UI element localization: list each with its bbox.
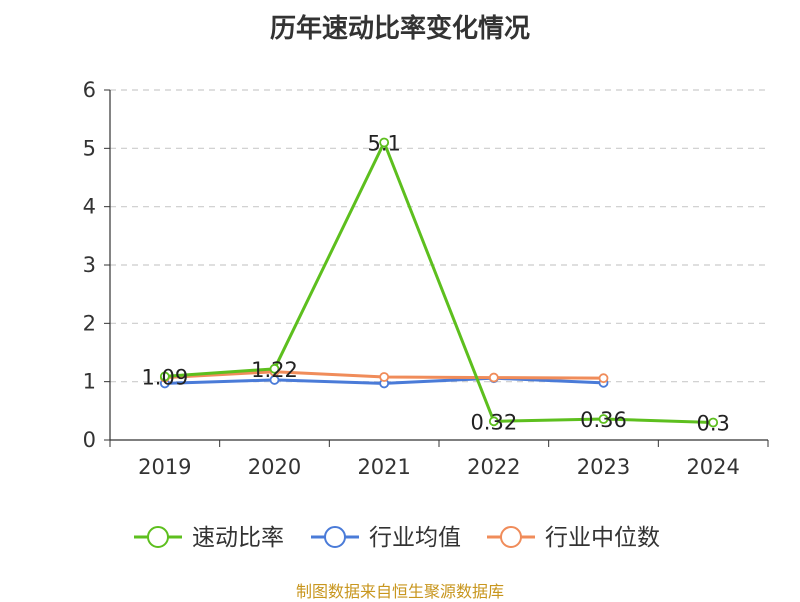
data-label: 1.09	[141, 365, 188, 389]
y-tick-label: 6	[83, 78, 96, 102]
data-label: 0.32	[470, 410, 517, 434]
data-point	[159, 371, 170, 382]
legend-item[interactable]: 速动比率	[134, 525, 284, 551]
legend-swatch-marker	[324, 526, 346, 548]
grid-lines	[110, 89, 768, 383]
axes: 0 1 2 3 4 5 6 2019 2020 2021 2022 2023 2024	[83, 78, 769, 479]
x-tick-label: 2020	[248, 455, 301, 479]
chart-title: 历年速动比率变化情况	[269, 14, 530, 44]
data-label: 0.36	[580, 408, 627, 432]
y-tick-label: 0	[83, 428, 96, 452]
x-tick-label: 2019	[138, 455, 191, 479]
data-point	[379, 372, 390, 382]
legend-label: 行业中位数	[545, 525, 660, 551]
data-point	[598, 373, 609, 384]
x-tick-label: 2022	[467, 455, 520, 479]
y-tick-label: 2	[83, 311, 96, 335]
legend-label: 速动比率	[192, 525, 284, 551]
data-point	[269, 363, 280, 374]
data-point	[598, 414, 609, 424]
y-tick-label: 5	[83, 136, 96, 160]
data-point	[488, 372, 499, 383]
data-point	[379, 137, 390, 148]
data-label: 0.3	[696, 412, 729, 436]
legend[interactable]: 速动比率 行业均值 行业中位数	[134, 525, 660, 551]
legend-item[interactable]: 行业均值	[311, 525, 461, 551]
data-point	[708, 417, 719, 428]
legend-item[interactable]: 行业中位数	[487, 525, 660, 551]
legend-swatch-marker	[500, 526, 522, 548]
data-point	[488, 416, 499, 427]
data-label: 5.1	[367, 132, 400, 156]
legend-swatch-marker	[147, 526, 169, 548]
data-labels: 1.09 1.22 5.1 0.32 0.36 0.3	[141, 132, 729, 436]
source-note: 制图数据来自恒生聚源数据库	[295, 582, 504, 601]
y-tick-label: 1	[83, 370, 96, 394]
x-tick-label: 2023	[577, 455, 630, 479]
y-tick-label: 3	[83, 253, 96, 277]
legend-label: 行业均值	[369, 525, 461, 551]
y-tick-label: 4	[83, 195, 96, 219]
data-label: 1.22	[251, 358, 298, 382]
series-group	[159, 137, 719, 428]
x-tick-label: 2021	[357, 455, 410, 479]
series-line-0	[164, 141, 714, 424]
x-tick-label: 2024	[686, 455, 739, 479]
